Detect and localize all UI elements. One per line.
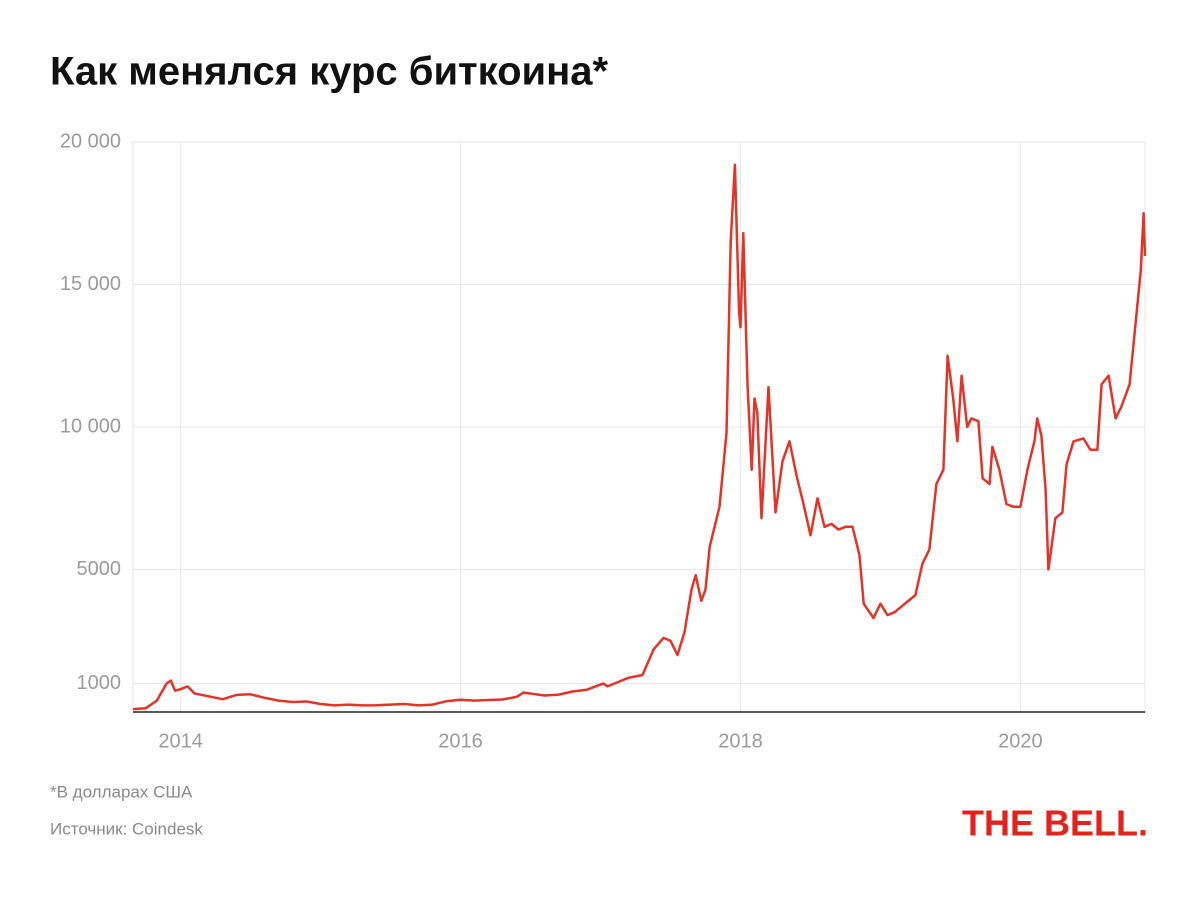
price-line xyxy=(132,163,1147,711)
chart-title: Как менялся курс биткоина* xyxy=(50,50,609,94)
x-tick-label: 2014 xyxy=(158,730,203,752)
logo: THE BELL. xyxy=(962,803,1148,844)
y-tick-label: 1000 xyxy=(77,672,122,694)
x-tick-label: 2016 xyxy=(438,730,483,752)
y-tick-label: 15 000 xyxy=(60,273,121,295)
x-tick-label: 2020 xyxy=(998,730,1043,752)
y-tick-label: 10 000 xyxy=(60,415,121,437)
note: *В долларах США xyxy=(50,782,193,801)
x-tick-label: 2018 xyxy=(718,730,763,752)
source: Источник: Coindesk xyxy=(50,819,203,838)
y-tick-label: 20 000 xyxy=(60,130,121,152)
y-tick-label: 5000 xyxy=(77,558,122,580)
